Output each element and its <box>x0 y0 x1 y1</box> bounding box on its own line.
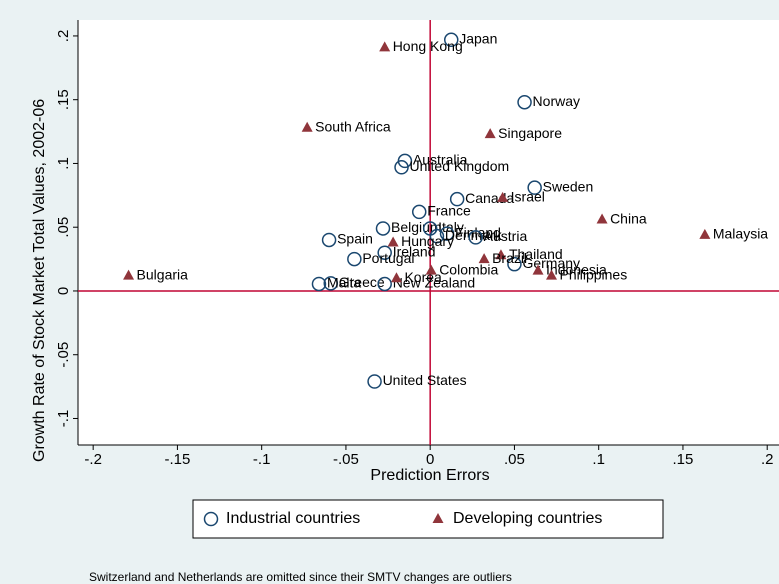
x-tick-label: .2 <box>761 451 774 468</box>
point-label: Philippines <box>560 266 628 282</box>
x-tick-label: .1 <box>592 451 605 468</box>
point <box>517 94 532 110</box>
point-label: Greece <box>339 274 385 290</box>
point <box>367 374 382 389</box>
point-label: Singapore <box>498 125 562 141</box>
point-label: Brazil <box>492 250 527 266</box>
point <box>497 191 509 202</box>
x-axis-title: Prediction Errors <box>370 467 489 484</box>
x-tick-label: .05 <box>504 451 525 468</box>
point-label: Finland <box>455 224 501 240</box>
point <box>532 264 544 275</box>
x-tick-label: 0 <box>426 451 434 468</box>
point-label: Portugal <box>362 250 414 266</box>
legend <box>192 499 664 539</box>
y-tick-label: -.1 <box>55 410 72 428</box>
point-label: Norway <box>533 93 580 109</box>
point <box>377 276 392 292</box>
point <box>596 213 608 224</box>
point <box>387 236 399 247</box>
point-label: Hong Kong <box>393 38 463 54</box>
point-label: Denmark <box>445 227 503 243</box>
point-label: Hungary <box>401 233 454 249</box>
point-label: South Africa <box>315 118 391 134</box>
x-tick-label: -.1 <box>253 451 271 468</box>
legend-label: Developing countries <box>453 510 602 527</box>
point-label: New Zealand <box>393 275 476 291</box>
point-label: Canada <box>465 190 514 206</box>
point-label: Malta <box>327 275 361 291</box>
x-tick-label: .15 <box>673 451 694 468</box>
x-tick-label: -.05 <box>333 451 359 468</box>
point <box>478 253 490 264</box>
y-tick-label: .05 <box>55 217 72 238</box>
point-label: Thailand <box>509 246 563 262</box>
point <box>375 221 391 236</box>
point <box>311 276 327 292</box>
point <box>411 204 427 220</box>
point-label: Colombia <box>439 261 498 277</box>
point <box>546 269 558 280</box>
point <box>429 228 445 244</box>
point <box>449 191 465 207</box>
point <box>439 226 455 241</box>
point-label: Italy <box>438 219 464 235</box>
point-label: United Kingdom <box>410 158 510 174</box>
point <box>301 121 313 132</box>
y-tick-label: .15 <box>55 89 72 110</box>
point-label: Australia <box>413 152 468 168</box>
legend-marker <box>203 511 219 527</box>
point <box>377 245 392 260</box>
point-label: Israel <box>511 189 545 205</box>
point-label: United States <box>383 372 467 388</box>
y-tick-label: -.05 <box>55 342 72 368</box>
point-label: Indonesia <box>546 261 607 277</box>
point <box>379 41 391 52</box>
point-label: Korea <box>404 269 442 285</box>
point-label: China <box>610 210 647 226</box>
y-axis-title: Growth Rate of Stock Market Total Values… <box>31 99 48 462</box>
point <box>484 128 496 139</box>
point-label: Ireland <box>393 243 436 259</box>
y-tick-label: 0 <box>55 287 72 295</box>
point <box>390 272 402 283</box>
plot-area <box>78 20 779 445</box>
legend-label: Industrial countries <box>226 510 360 527</box>
point-label: Spain <box>337 231 373 247</box>
point <box>347 251 362 267</box>
x-tick-label: -.2 <box>84 451 102 468</box>
point <box>699 228 711 239</box>
point <box>323 276 339 291</box>
point <box>394 160 409 175</box>
point <box>443 32 459 48</box>
point-label: Bulgaria <box>137 266 189 282</box>
point <box>468 230 483 245</box>
y-tick-label: .1 <box>55 157 72 170</box>
point <box>527 180 542 195</box>
note: Switzerland and Netherlands are omitted … <box>89 570 512 584</box>
y-tick-label: .2 <box>55 30 72 43</box>
point <box>425 264 437 275</box>
point-label: Sweden <box>543 178 594 194</box>
point-label: Austria <box>484 228 528 244</box>
point <box>507 256 522 272</box>
point <box>495 249 507 260</box>
legend-marker <box>432 513 444 523</box>
x-tick-label: -.15 <box>164 451 190 468</box>
point <box>321 232 337 248</box>
point <box>123 269 135 280</box>
point-label: Belgium <box>391 219 442 235</box>
point-label: Japan <box>459 30 497 46</box>
point-label: Malaysia <box>713 226 768 242</box>
point-label: France <box>427 203 471 219</box>
